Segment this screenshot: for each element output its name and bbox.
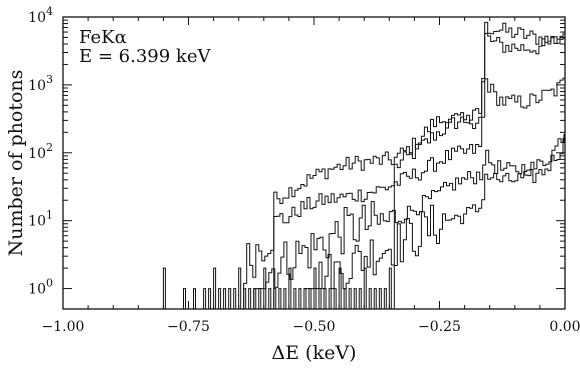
single-count-bin [183, 288, 186, 309]
single-count-bin [383, 288, 387, 309]
x-tick-label: −0.25 [418, 319, 461, 335]
series-3-line [243, 77, 565, 309]
single-count-bin [348, 288, 352, 309]
single-count-bin [203, 288, 207, 309]
x-tick-label: −0.75 [167, 319, 210, 335]
single-count-bin [278, 288, 282, 309]
single-count-bin [228, 288, 232, 309]
series-1-line [393, 21, 565, 309]
y-tick-label: 102 [28, 141, 53, 162]
x-tick-label: 0.00 [549, 319, 580, 335]
series-layer [162, 21, 565, 309]
x-axis-title: ΔE (keV) [272, 342, 357, 364]
single-count-bin [378, 288, 382, 309]
single-count-bin [333, 288, 337, 309]
single-count-bin [338, 267, 342, 309]
single-count-bin [218, 288, 222, 309]
single-count-bin [162, 267, 166, 309]
single-count-bin [318, 288, 322, 309]
single-count-bin [243, 288, 247, 309]
annotation-line-energy: E = 6.399 keV [79, 46, 211, 67]
y-tick-label: 103 [28, 73, 53, 94]
y-tick-label: 100 [28, 277, 53, 298]
single-count-bin [308, 288, 312, 309]
single-count-bin [223, 288, 227, 309]
y-axis-title: Number of photons [5, 70, 27, 257]
single-count-bin [293, 288, 297, 309]
single-count-bin [328, 288, 332, 309]
single-count-bin [253, 288, 257, 309]
single-count-bin [298, 288, 302, 309]
single-count-bin [368, 288, 372, 309]
single-count-bin [388, 267, 392, 309]
single-count-bin [323, 288, 327, 309]
annotation-line-element: FeKα [79, 27, 127, 48]
x-axis-ticks: −1.00 −0.75 −0.50 −0.25 0.00 [42, 17, 580, 335]
single-count-bin [238, 267, 242, 309]
single-count-bin [263, 267, 267, 309]
single-count-bin [213, 267, 217, 309]
single-count-bin [343, 288, 347, 309]
single-count-bin [283, 288, 287, 309]
y-tick-label: 104 [28, 5, 53, 26]
single-count-bin [353, 288, 357, 309]
single-count-bin [193, 288, 196, 309]
single-count-bin [273, 288, 277, 309]
single-count-bin [268, 288, 272, 309]
series-5-line [303, 137, 565, 309]
series-2-line [273, 32, 565, 309]
single-count-bin [258, 288, 262, 309]
single-count-bin [313, 267, 317, 309]
single-count-bin [233, 288, 237, 309]
single-count-bin [363, 267, 367, 309]
y-tick-label: 101 [28, 209, 53, 230]
x-tick-label: −1.00 [42, 319, 85, 335]
single-count-bin [248, 288, 252, 309]
single-count-bin [208, 288, 212, 309]
single-count-bin [358, 288, 362, 309]
single-count-bin [303, 288, 307, 309]
series-4-line [253, 134, 565, 309]
single-count-bin [288, 267, 292, 309]
single-count-bin [373, 288, 377, 309]
x-tick-label: −0.50 [293, 319, 336, 335]
y-axis-ticks: 100 101 102 103 104 [28, 5, 565, 298]
